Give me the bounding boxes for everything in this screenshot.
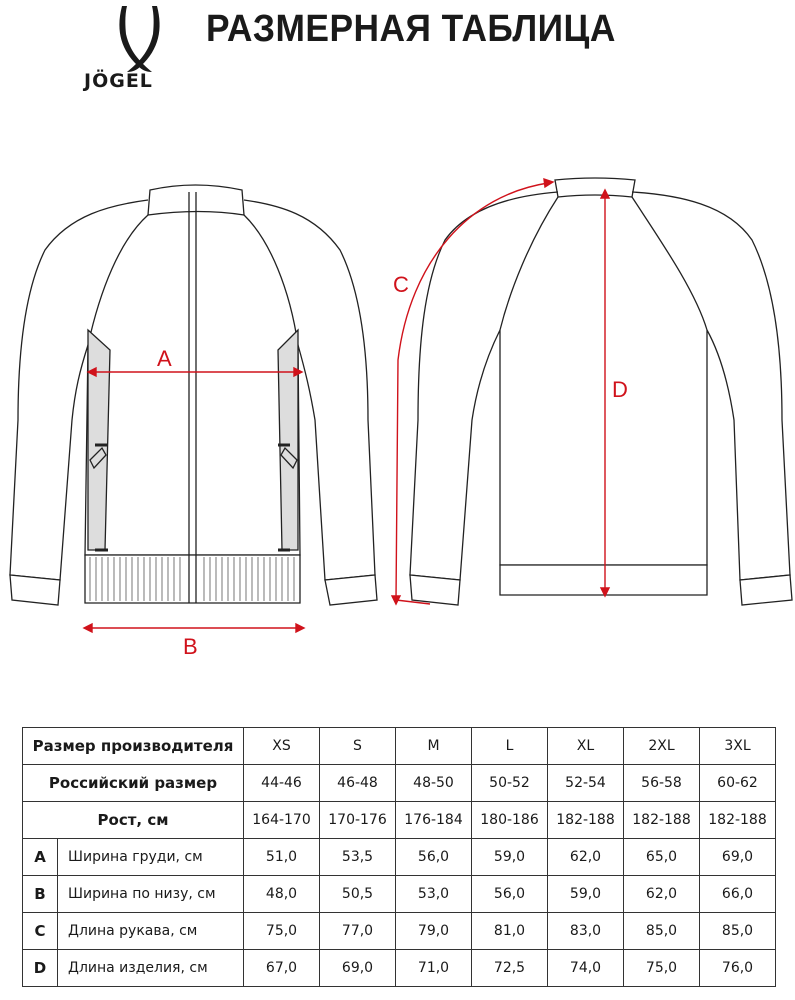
table-cell: 180-186 [471,801,548,839]
table-cell: XL [547,727,624,765]
row-label: Рост, см [22,801,244,839]
table-cell: 81,0 [471,912,548,950]
table-cell: 56-58 [623,764,700,802]
table-row: B Ширина по низу, см 48,0 50,5 53,0 56,0 59,0 6… [22,875,776,913]
table-cell: 59,0 [471,838,548,876]
table-cell: 170-176 [319,801,396,839]
table-cell: 52-54 [547,764,624,802]
table-cell: 53,5 [319,838,396,876]
table-cell: 44-46 [243,764,320,802]
table-cell: 182-188 [699,801,776,839]
front-ribbing [89,557,295,601]
row-label: Размер производителя [22,727,244,765]
table-cell: L [471,727,548,765]
table-cell: 74,0 [547,949,624,987]
table-header-row: Российский размер 44-46 46-48 48-50 50-52 52-… [22,764,776,802]
back-jacket [409,177,793,606]
table-cell: 75,0 [623,949,700,987]
brand-name: JÖGEL [84,70,153,92]
row-letter: C [22,912,58,950]
table-cell: 56,0 [471,875,548,913]
table-cell: 65,0 [623,838,700,876]
table-cell: 76,0 [699,949,776,987]
table-cell: 51,0 [243,838,320,876]
table-cell: 83,0 [547,912,624,950]
table-cell: 53,0 [395,875,472,913]
table-cell: 59,0 [547,875,624,913]
table-cell: 72,5 [471,949,548,987]
jacket-diagram: A B C D [9,177,793,659]
label-c: C [393,272,409,297]
table-cell: 69,0 [699,838,776,876]
table-cell: 182-188 [623,801,700,839]
row-label: Ширина по низу, см [57,875,244,913]
label-a: A [157,346,172,371]
table-cell: 67,0 [243,949,320,987]
row-label: Длина изделия, см [57,949,244,987]
table-cell: 3XL [699,727,776,765]
table-cell: 50,5 [319,875,396,913]
table-cell: 75,0 [243,912,320,950]
table-cell: 71,0 [395,949,472,987]
page-title: РАЗМЕРНАЯ ТАБЛИЦА [206,8,616,50]
table-cell: 164-170 [243,801,320,839]
table-row: C Длина рукава, см 75,0 77,0 79,0 81,0 83,0 85,… [22,912,776,950]
table-cell: 85,0 [623,912,700,950]
table-cell: 62,0 [623,875,700,913]
table-cell: 69,0 [319,949,396,987]
front-jacket [9,184,378,606]
table-cell: 66,0 [699,875,776,913]
row-letter: B [22,875,58,913]
jogel-logo-icon [119,6,160,72]
table-cell: 62,0 [547,838,624,876]
table-cell: M [395,727,472,765]
row-label: Российский размер [22,764,244,802]
table-cell: XS [243,727,320,765]
table-cell: 60-62 [699,764,776,802]
row-letter: D [22,949,58,987]
table-cell: 2XL [623,727,700,765]
table-row: D Длина изделия, см 67,0 69,0 71,0 72,5 74,0 75… [22,949,776,987]
table-header-row: Рост, см 164-170 170-176 176-184 180-186 182-… [22,801,776,839]
table-cell: 56,0 [395,838,472,876]
table-cell: 48,0 [243,875,320,913]
table-cell: S [319,727,396,765]
table-cell: 50-52 [471,764,548,802]
label-d: D [612,377,628,402]
table-cell: 182-188 [547,801,624,839]
table-cell: 77,0 [319,912,396,950]
table-header-row: Размер производителя XS S M L XL 2XL 3XL [22,727,776,765]
table-cell: 79,0 [395,912,472,950]
table-cell: 85,0 [699,912,776,950]
table-cell: 48-50 [395,764,472,802]
table-cell: 176-184 [395,801,472,839]
measure-lines [82,177,611,634]
size-table: Размер производителя XS S M L XL 2XL 3XL Российс… [22,727,776,987]
table-cell: 46-48 [319,764,396,802]
label-b: B [183,634,198,659]
row-label: Ширина груди, см [57,838,244,876]
table-row: A Ширина груди, см 51,0 53,5 56,0 59,0 62,0 65,… [22,838,776,876]
row-label: Длина рукава, см [57,912,244,950]
row-letter: A [22,838,58,876]
